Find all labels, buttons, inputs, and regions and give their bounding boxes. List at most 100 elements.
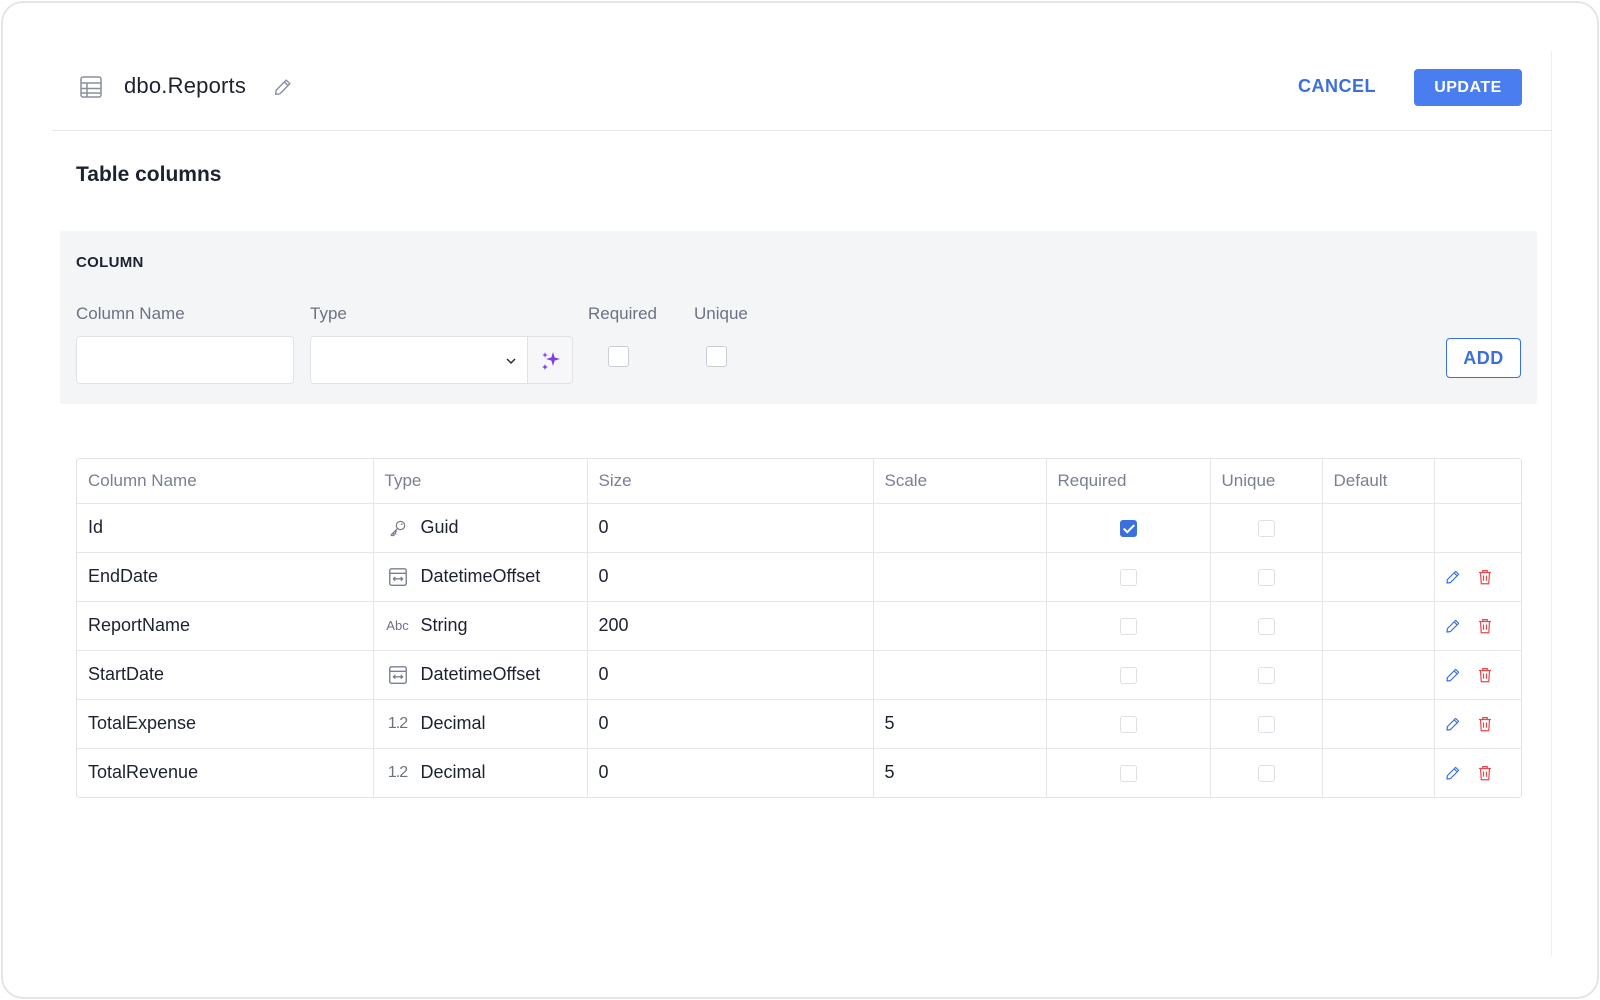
cell-actions: [1434, 748, 1521, 797]
header-unique[interactable]: Unique: [1210, 459, 1323, 504]
type-label: DatetimeOffset: [420, 664, 541, 684]
cell-scale: [873, 552, 1047, 602]
cell-actions: [1434, 503, 1521, 553]
table-row[interactable]: TotalExpense 1.2 Decimal 0 5: [77, 699, 1521, 749]
edit-pencil-icon[interactable]: [1444, 568, 1462, 586]
cell-required: [1046, 503, 1211, 553]
type-label: Decimal: [420, 713, 486, 733]
add-button[interactable]: ADD: [1446, 338, 1521, 378]
table-icon: [79, 75, 103, 99]
cell-size: 0: [587, 748, 874, 797]
cell-type: DatetimeOffset: [373, 650, 588, 700]
cancel-button[interactable]: CANCEL: [1274, 67, 1400, 105]
section-title: Table columns: [76, 163, 222, 186]
header-required[interactable]: Required: [1046, 459, 1211, 504]
column-name-input[interactable]: [76, 336, 294, 384]
cell-unique: [1210, 552, 1323, 602]
cell-default: [1322, 601, 1435, 651]
type-label: Type: [310, 304, 347, 323]
table-row[interactable]: TotalRevenue 1.2 Decimal 0 5: [77, 748, 1521, 797]
key-icon: [385, 518, 411, 538]
cell-required: [1046, 699, 1211, 749]
ai-suggest-button[interactable]: [528, 336, 573, 384]
cell-unique: [1210, 650, 1323, 700]
datetime-icon: [385, 566, 411, 588]
header-column-name[interactable]: Column Name: [77, 459, 374, 504]
abc-icon: Abc: [386, 618, 409, 633]
add-column-panel: COLUMN Column Name Type Required Unique …: [60, 231, 1537, 404]
required-checkbox[interactable]: [1119, 568, 1137, 586]
delete-trash-icon[interactable]: [1476, 568, 1494, 586]
column-name-label: Column Name: [76, 304, 185, 323]
cell-size: 0: [587, 552, 874, 602]
cell-column-name: TotalExpense: [77, 699, 374, 749]
unique-checkbox[interactable]: [1257, 519, 1275, 537]
required-checkbox[interactable]: [1119, 715, 1137, 733]
cell-default: [1322, 650, 1435, 700]
cell-type: Guid: [373, 503, 588, 553]
required-checkbox-checked[interactable]: [1119, 519, 1137, 537]
cell-unique: [1210, 601, 1323, 651]
table-row[interactable]: StartDate DatetimeOffset 0: [77, 650, 1521, 700]
unique-checkbox[interactable]: [1257, 666, 1275, 684]
update-button[interactable]: UPDATE: [1414, 69, 1522, 106]
table-header-row: Column Name Type Size Scale Required Uni…: [77, 459, 1521, 504]
required-checkbox[interactable]: [1119, 765, 1137, 782]
columns-table: Column Name Type Size Scale Required Uni…: [76, 458, 1522, 798]
cell-column-name: EndDate: [77, 552, 374, 602]
panel-heading: COLUMN: [76, 254, 144, 271]
header-actions: [1434, 459, 1521, 504]
table-row[interactable]: Id Guid 0: [77, 503, 1521, 553]
edit-pencil-icon[interactable]: [1444, 715, 1462, 733]
header-default[interactable]: Default: [1322, 459, 1435, 504]
delete-trash-icon[interactable]: [1476, 764, 1494, 782]
cell-scale: [873, 601, 1047, 651]
type-select[interactable]: [310, 336, 528, 384]
cell-scale: 5: [873, 699, 1047, 749]
delete-trash-icon[interactable]: [1476, 617, 1494, 635]
edit-pencil-icon[interactable]: [1444, 666, 1462, 684]
delete-trash-icon[interactable]: [1476, 666, 1494, 684]
chevron-down-icon: [505, 354, 517, 366]
cell-required: [1046, 748, 1211, 797]
divider: [1551, 51, 1552, 956]
edit-pencil-icon[interactable]: [1444, 764, 1462, 782]
table-row[interactable]: EndDate DatetimeOffset 0: [77, 552, 1521, 602]
cell-column-name: ReportName: [77, 601, 374, 651]
edit-pencil-icon[interactable]: [1444, 617, 1462, 635]
unique-checkbox[interactable]: [1257, 765, 1275, 782]
unique-checkbox[interactable]: [1257, 568, 1275, 586]
unique-label: Unique: [694, 304, 748, 323]
header-scale[interactable]: Scale: [873, 459, 1047, 504]
unique-checkbox[interactable]: [706, 346, 727, 367]
cell-size: 200: [587, 601, 874, 651]
type-label: Guid: [420, 517, 459, 537]
cell-actions: [1434, 650, 1521, 700]
cell-type: 1.2 Decimal: [373, 699, 588, 749]
cell-type: DatetimeOffset: [373, 552, 588, 602]
unique-checkbox[interactable]: [1257, 617, 1275, 635]
required-checkbox[interactable]: [1119, 617, 1137, 635]
cell-default: [1322, 503, 1435, 553]
cell-size: 0: [587, 503, 874, 553]
cell-size: 0: [587, 650, 874, 700]
cell-actions: [1434, 601, 1521, 651]
required-checkbox[interactable]: [608, 346, 629, 367]
type-label: Decimal: [420, 762, 486, 783]
decimal-icon: 1.2: [387, 714, 408, 732]
cell-scale: 5: [873, 748, 1047, 797]
unique-checkbox[interactable]: [1257, 715, 1275, 733]
cell-type: Abc String: [373, 601, 588, 651]
header-type[interactable]: Type: [373, 459, 588, 504]
type-label: String: [420, 615, 468, 635]
header-size[interactable]: Size: [587, 459, 874, 504]
edit-title-pencil-icon[interactable]: [272, 76, 294, 98]
cell-default: [1322, 699, 1435, 749]
table-row[interactable]: ReportName Abc String 200: [77, 601, 1521, 651]
delete-trash-icon[interactable]: [1476, 715, 1494, 733]
page-title: dbo.Reports: [124, 73, 247, 98]
cell-actions: [1434, 552, 1521, 602]
required-checkbox[interactable]: [1119, 666, 1137, 684]
cell-unique: [1210, 699, 1323, 749]
